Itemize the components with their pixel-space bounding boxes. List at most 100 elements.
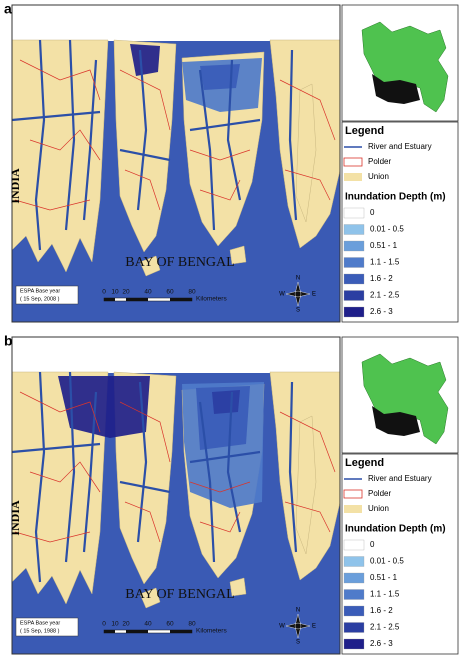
polder: [19, 391, 101, 433]
river: [136, 381, 148, 543]
compass-n: N: [296, 276, 300, 282]
espa-text: ESPA Base year: [20, 288, 60, 294]
inset-study-area: [372, 74, 420, 104]
river: [189, 450, 261, 464]
compass-rose: [285, 281, 311, 307]
river: [226, 59, 242, 201]
outside-area: [12, 337, 340, 373]
scale-segment: [170, 298, 192, 301]
country-label: INDIA: [8, 500, 22, 536]
scale-label: 60: [166, 289, 174, 296]
river: [82, 59, 98, 221]
depth-swatch: [343, 605, 365, 617]
polder: [279, 79, 336, 141]
inundation-area: [58, 376, 150, 438]
depth-label: 0.51 - 1: [370, 241, 398, 250]
depth-swatch: [343, 539, 365, 551]
river: [11, 442, 101, 454]
polder: [199, 511, 241, 533]
depth-label: 2.6 - 3: [370, 639, 393, 648]
scale-unit: Kilometers: [196, 628, 227, 635]
depth-label: 0: [370, 208, 375, 217]
legend-label: Union: [368, 504, 389, 513]
polder: [19, 59, 101, 101]
polder: [189, 149, 251, 161]
compass-n: N: [296, 608, 300, 614]
depth-swatch: [343, 589, 365, 600]
scale-unit: Kilometers: [196, 296, 227, 303]
legend-title: Legend: [345, 125, 384, 137]
depth-label: 1.1 - 1.5: [370, 590, 400, 599]
river: [64, 371, 76, 563]
panel: b INDIA BAY OF BENGAL ESPA Base year ( 15 Se…: [4, 333, 459, 655]
polder: [189, 481, 251, 493]
depth-swatch: [343, 290, 365, 301]
scale-label: 80: [188, 621, 196, 628]
land: [295, 415, 317, 555]
polder: [124, 501, 161, 543]
river: [11, 110, 101, 122]
river: [226, 391, 242, 533]
scale-label: 0: [102, 289, 106, 296]
outside-area: [12, 5, 340, 41]
depth-label: 1.6 - 2: [370, 606, 393, 615]
depth-label: 1.6 - 2: [370, 274, 393, 283]
polder: [279, 411, 336, 473]
legend-label: Polder: [368, 489, 391, 498]
espa-box: [15, 285, 79, 305]
depth-title: Inundation Depth (m): [345, 192, 446, 203]
map-frame: [11, 4, 341, 323]
panel: a INDIA BAY OF BENGAL ESPA Base year ( 15 Se…: [4, 1, 459, 323]
compass-s: S: [296, 308, 300, 314]
legend-swatch: [344, 505, 362, 513]
depth-swatch: [343, 224, 365, 235]
legend-label: Polder: [368, 157, 391, 166]
river: [34, 39, 46, 251]
depth-swatch: [343, 240, 365, 252]
inundation-area: [212, 390, 240, 414]
polder: [119, 69, 171, 131]
sea-label: BAY OF BENGAL: [125, 255, 234, 270]
depth-swatch: [343, 257, 365, 268]
sea-label: BAY OF BENGAL: [125, 587, 234, 602]
espa-text: ESPA Base year: [20, 620, 60, 626]
depth-label: 0.51 - 1: [370, 573, 398, 582]
depth-label: 0.01 - 0.5: [370, 557, 404, 566]
scale-label: 40: [144, 289, 152, 296]
scale-label: 60: [166, 621, 174, 628]
depth-label: 2.1 - 2.5: [370, 623, 400, 632]
land: [229, 577, 247, 597]
land: [295, 83, 317, 223]
panel-label: a: [4, 1, 12, 17]
legend-label: River and Estuary: [368, 474, 432, 483]
espa-text: ( 15 Sep, 1988 ): [20, 628, 60, 634]
scale-label: 0: [102, 621, 106, 628]
scale-label: 10: [111, 289, 119, 296]
river: [288, 49, 298, 221]
depth-swatch: [343, 638, 365, 650]
land: [139, 587, 161, 609]
depth-label: 2.1 - 2.5: [370, 291, 400, 300]
depth-label: 1.1 - 1.5: [370, 258, 400, 267]
legend-swatch: [343, 157, 363, 167]
espa-text: ( 15 Sep, 2008 ): [20, 296, 60, 302]
river: [34, 371, 46, 583]
depth-label: 0.01 - 0.5: [370, 225, 404, 234]
inundation-area: [200, 64, 240, 90]
scale-segment: [104, 298, 115, 301]
scale-label: 10: [111, 621, 119, 628]
legend-label: Union: [368, 172, 389, 181]
legend-swatch: [343, 489, 363, 499]
depth-swatch: [343, 207, 365, 219]
legend-label: River and Estuary: [368, 142, 432, 151]
legend-swatch: [344, 173, 362, 181]
scale-segment: [126, 630, 148, 633]
polder: [124, 169, 161, 211]
polder: [199, 179, 241, 201]
polder: [119, 401, 171, 463]
compass-e: E: [312, 624, 316, 630]
land: [11, 39, 109, 273]
compass-w: W: [279, 624, 285, 630]
depth-swatch: [343, 622, 365, 633]
